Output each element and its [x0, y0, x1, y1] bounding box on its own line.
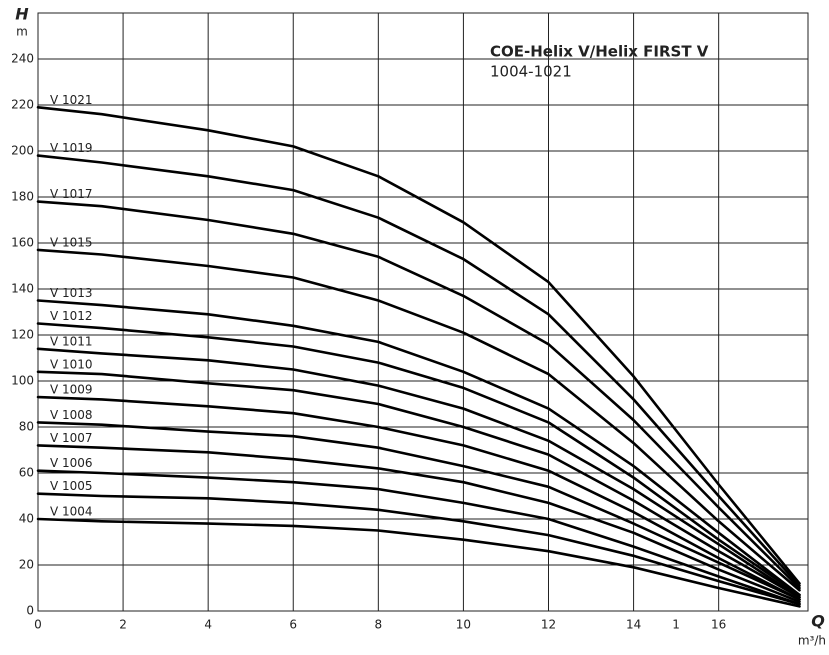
- pump-curve: [36, 299, 801, 597]
- y-tick-label: 220: [11, 98, 34, 112]
- curve-label: V 1005: [50, 479, 93, 493]
- y-tick-label: 80: [19, 420, 34, 434]
- y-tick-label: 60: [19, 466, 34, 480]
- x-tick-label: 10: [456, 618, 471, 632]
- curve-label: V 1008: [50, 408, 93, 422]
- curve-label: V 1007: [50, 431, 93, 445]
- y-tick-label: 240: [11, 52, 34, 66]
- pump-curve: [36, 444, 801, 604]
- pump-curve: [36, 248, 801, 592]
- pump-curve: [36, 492, 801, 606]
- chart-subtitle: 1004-1021: [490, 63, 572, 81]
- y-tick-label: 120: [11, 328, 34, 342]
- x-axis-label: Q: [811, 612, 825, 631]
- x-tick-label: 2: [119, 618, 127, 632]
- y-tick-label: 160: [11, 236, 34, 250]
- y-tick-label: 140: [11, 282, 34, 296]
- curve-label: V 1017: [50, 187, 93, 201]
- pump-curve: [36, 154, 801, 587]
- curve-label: V 1004: [50, 505, 93, 519]
- x-axis-unit: m³/h: [798, 634, 826, 648]
- x-tick-label: 6: [289, 618, 297, 632]
- y-tick-label: 0: [26, 604, 34, 618]
- x-tick-label: 1: [672, 618, 680, 632]
- pump-curve: [36, 469, 801, 606]
- y-tick-label: 200: [11, 144, 34, 158]
- pump-curve: [36, 517, 801, 608]
- curve-label: V 1010: [50, 357, 93, 371]
- pump-curve: [36, 200, 801, 590]
- x-tick-label: 8: [375, 618, 383, 632]
- x-tick-label: 16: [711, 618, 726, 632]
- curve-label: V 1009: [50, 383, 93, 397]
- y-tick-label: 180: [11, 190, 34, 204]
- x-tick-label: 14: [626, 618, 641, 632]
- x-tick-label: 4: [204, 618, 212, 632]
- curve-label: V 1015: [50, 235, 93, 249]
- x-tick-label: 0: [34, 618, 42, 632]
- chart-title: COE-Helix V/Helix FIRST V: [490, 43, 709, 61]
- pump-curve: [36, 347, 801, 599]
- curve-label: V 1021: [50, 93, 93, 107]
- curve-label: V 1019: [50, 141, 93, 155]
- pump-curve: [36, 395, 801, 601]
- y-axis-label: H: [15, 5, 29, 24]
- curve-label: V 1012: [50, 309, 93, 323]
- y-tick-label: 40: [19, 512, 34, 526]
- curve-label: V 1013: [50, 286, 93, 300]
- y-tick-label: 100: [11, 374, 34, 388]
- y-tick-label: 20: [19, 558, 34, 572]
- curve-label: V 1011: [50, 334, 93, 348]
- x-tick-label: 12: [541, 618, 556, 632]
- pump-curve: [36, 370, 801, 599]
- y-axis-unit: m: [16, 25, 28, 39]
- pump-curve: [36, 106, 801, 585]
- pump-curve: [36, 322, 801, 597]
- curve-label: V 1006: [50, 456, 93, 470]
- pump-curve: [36, 421, 801, 601]
